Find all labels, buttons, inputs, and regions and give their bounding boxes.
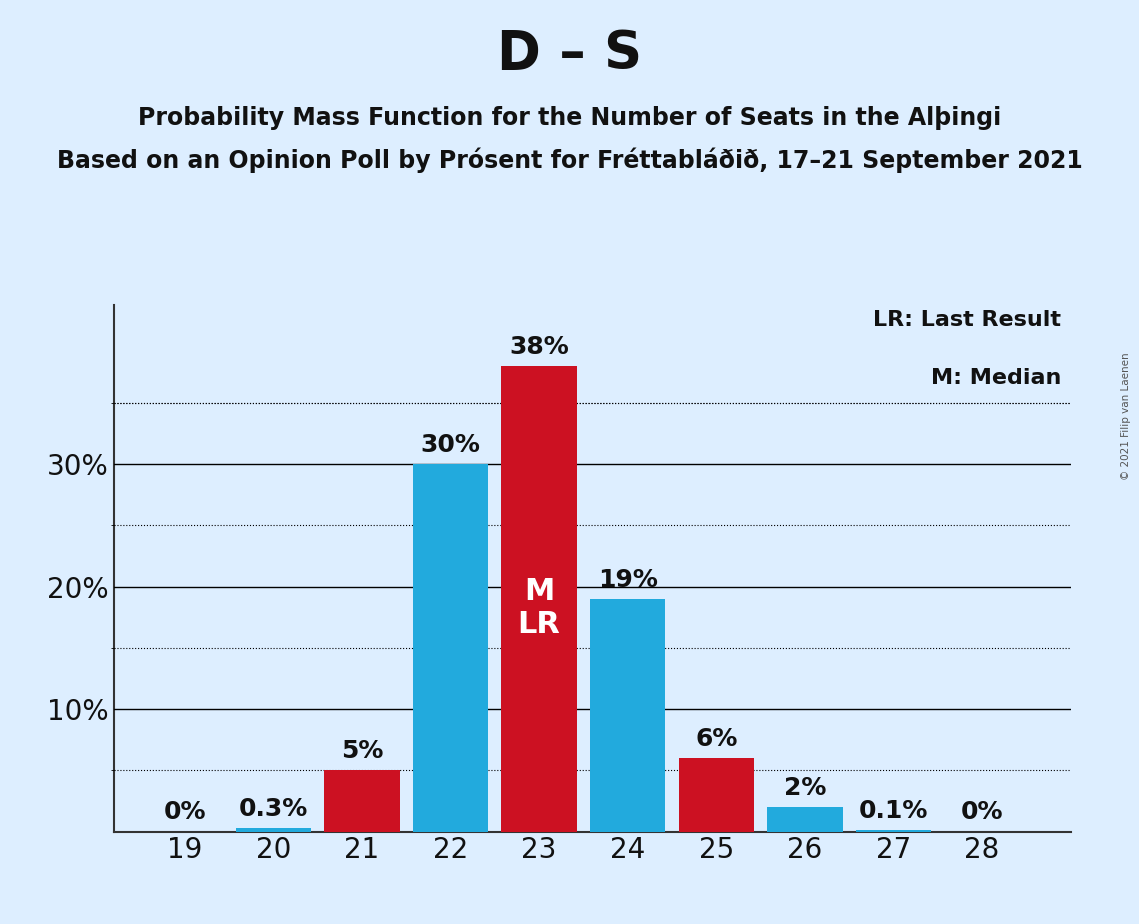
Text: 19%: 19% xyxy=(598,567,657,591)
Text: 5%: 5% xyxy=(341,739,383,763)
Bar xyxy=(501,366,576,832)
Text: 2%: 2% xyxy=(784,776,826,800)
Text: M: Median: M: Median xyxy=(931,368,1062,388)
Bar xyxy=(325,771,400,832)
Text: 0.3%: 0.3% xyxy=(239,796,308,821)
Text: Probability Mass Function for the Number of Seats in the Alþingi: Probability Mass Function for the Number… xyxy=(138,106,1001,130)
Bar xyxy=(236,828,311,832)
Text: 30%: 30% xyxy=(420,432,481,456)
Text: 6%: 6% xyxy=(695,727,737,751)
Bar xyxy=(412,464,489,832)
Text: LR: Last Result: LR: Last Result xyxy=(874,310,1062,330)
Text: 0.1%: 0.1% xyxy=(859,799,928,823)
Text: D – S: D – S xyxy=(497,28,642,79)
Text: Based on an Opinion Poll by Prósent for Fréttabláðið, 17–21 September 2021: Based on an Opinion Poll by Prósent for … xyxy=(57,148,1082,174)
Bar xyxy=(768,807,843,832)
Text: © 2021 Filip van Laenen: © 2021 Filip van Laenen xyxy=(1121,352,1131,480)
Text: 0%: 0% xyxy=(164,800,206,824)
Text: M
LR: M LR xyxy=(518,577,560,639)
Bar xyxy=(679,758,754,832)
Bar xyxy=(855,831,932,832)
Bar xyxy=(590,599,665,832)
Text: 0%: 0% xyxy=(961,800,1003,824)
Text: 38%: 38% xyxy=(509,334,570,359)
